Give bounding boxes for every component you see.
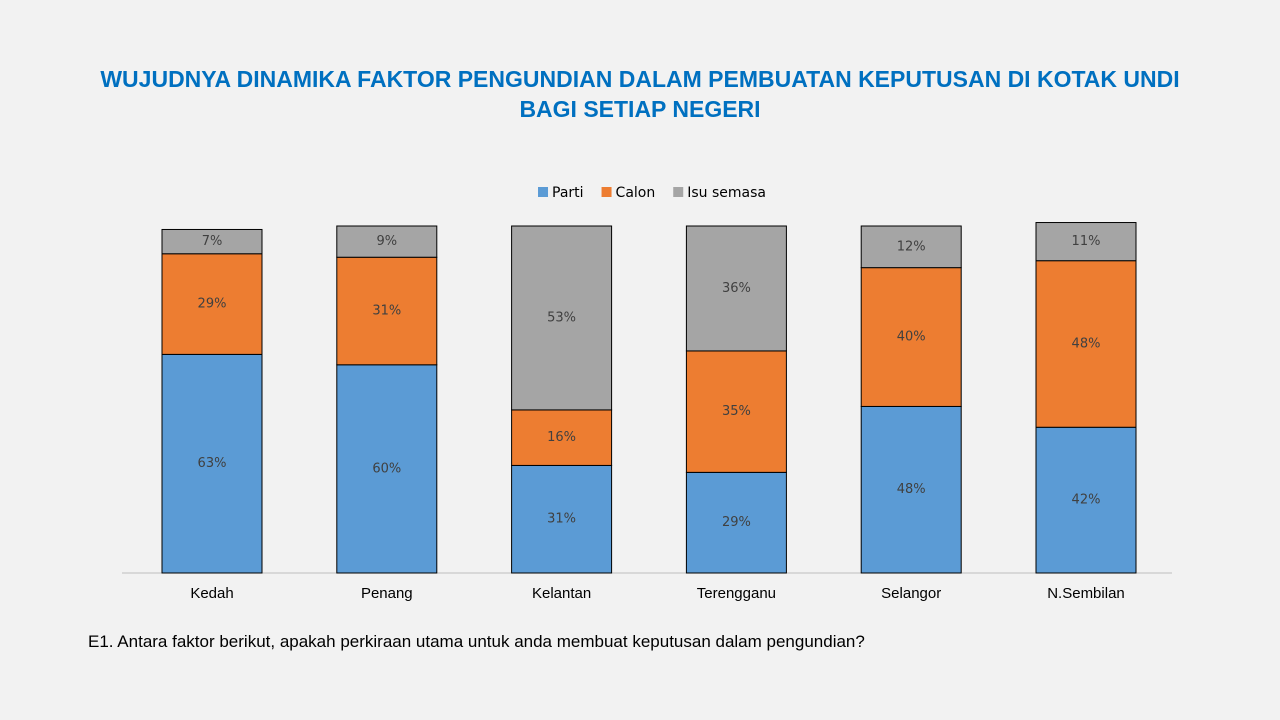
bar-segment (161, 253, 263, 355)
x-tick-label: Penang (361, 585, 413, 602)
x-tick-label: N.Sembilan (1047, 585, 1125, 602)
chart-title: WUJUDNYA DINAMIKA FAKTOR PENGUNDIAN DALA… (100, 66, 1180, 122)
bar-segment (1035, 260, 1137, 428)
bar-segment (336, 256, 438, 366)
value-label: 31% (372, 304, 401, 319)
value-label: 31% (547, 512, 576, 527)
value-label: 48% (1072, 336, 1101, 351)
value-label: 36% (722, 281, 751, 296)
bar-segment (511, 409, 613, 466)
x-tick-label: Selangor (881, 585, 941, 602)
value-label: 11% (1072, 234, 1101, 249)
value-label: 16% (547, 430, 576, 445)
value-label: 35% (722, 404, 751, 419)
legend-swatch (673, 187, 684, 197)
x-tick-label: Kedah (190, 585, 233, 602)
bar-segment (336, 225, 438, 258)
bar-segment (161, 228, 263, 255)
value-label: 40% (897, 330, 926, 345)
bar-segment (860, 405, 962, 574)
bar-segment (1035, 222, 1137, 262)
bar-segment (860, 267, 962, 407)
legend-swatch (538, 187, 549, 197)
value-label: 63% (198, 456, 227, 471)
value-label: 9% (376, 234, 397, 249)
bar-segment (860, 225, 962, 269)
value-label: 53% (547, 310, 576, 325)
value-label: 29% (198, 297, 227, 312)
bar-segment (1035, 426, 1137, 574)
bar-segment (685, 350, 787, 473)
bar-segment (511, 464, 613, 574)
x-tick-label: Terengganu (697, 585, 776, 602)
legend-label: Isu semasa (687, 185, 766, 201)
bar-segment (685, 225, 787, 352)
value-label: 60% (372, 461, 401, 476)
bar-segment (511, 225, 613, 411)
value-label: 29% (722, 515, 751, 530)
bar-segment (161, 353, 263, 574)
legend-label: Calon (616, 185, 656, 201)
value-label: 42% (1072, 493, 1101, 508)
legend-swatch (601, 187, 612, 197)
value-label: 12% (897, 239, 926, 254)
bar-segment (685, 471, 787, 574)
legend-label: Parti (552, 185, 584, 201)
x-tick-label: Kelantan (532, 585, 591, 602)
footnote: E1. Antara faktor berikut, apakah perkir… (88, 632, 865, 651)
value-label: 48% (897, 482, 926, 497)
value-label: 7% (202, 234, 223, 249)
bar-segment (336, 364, 438, 574)
